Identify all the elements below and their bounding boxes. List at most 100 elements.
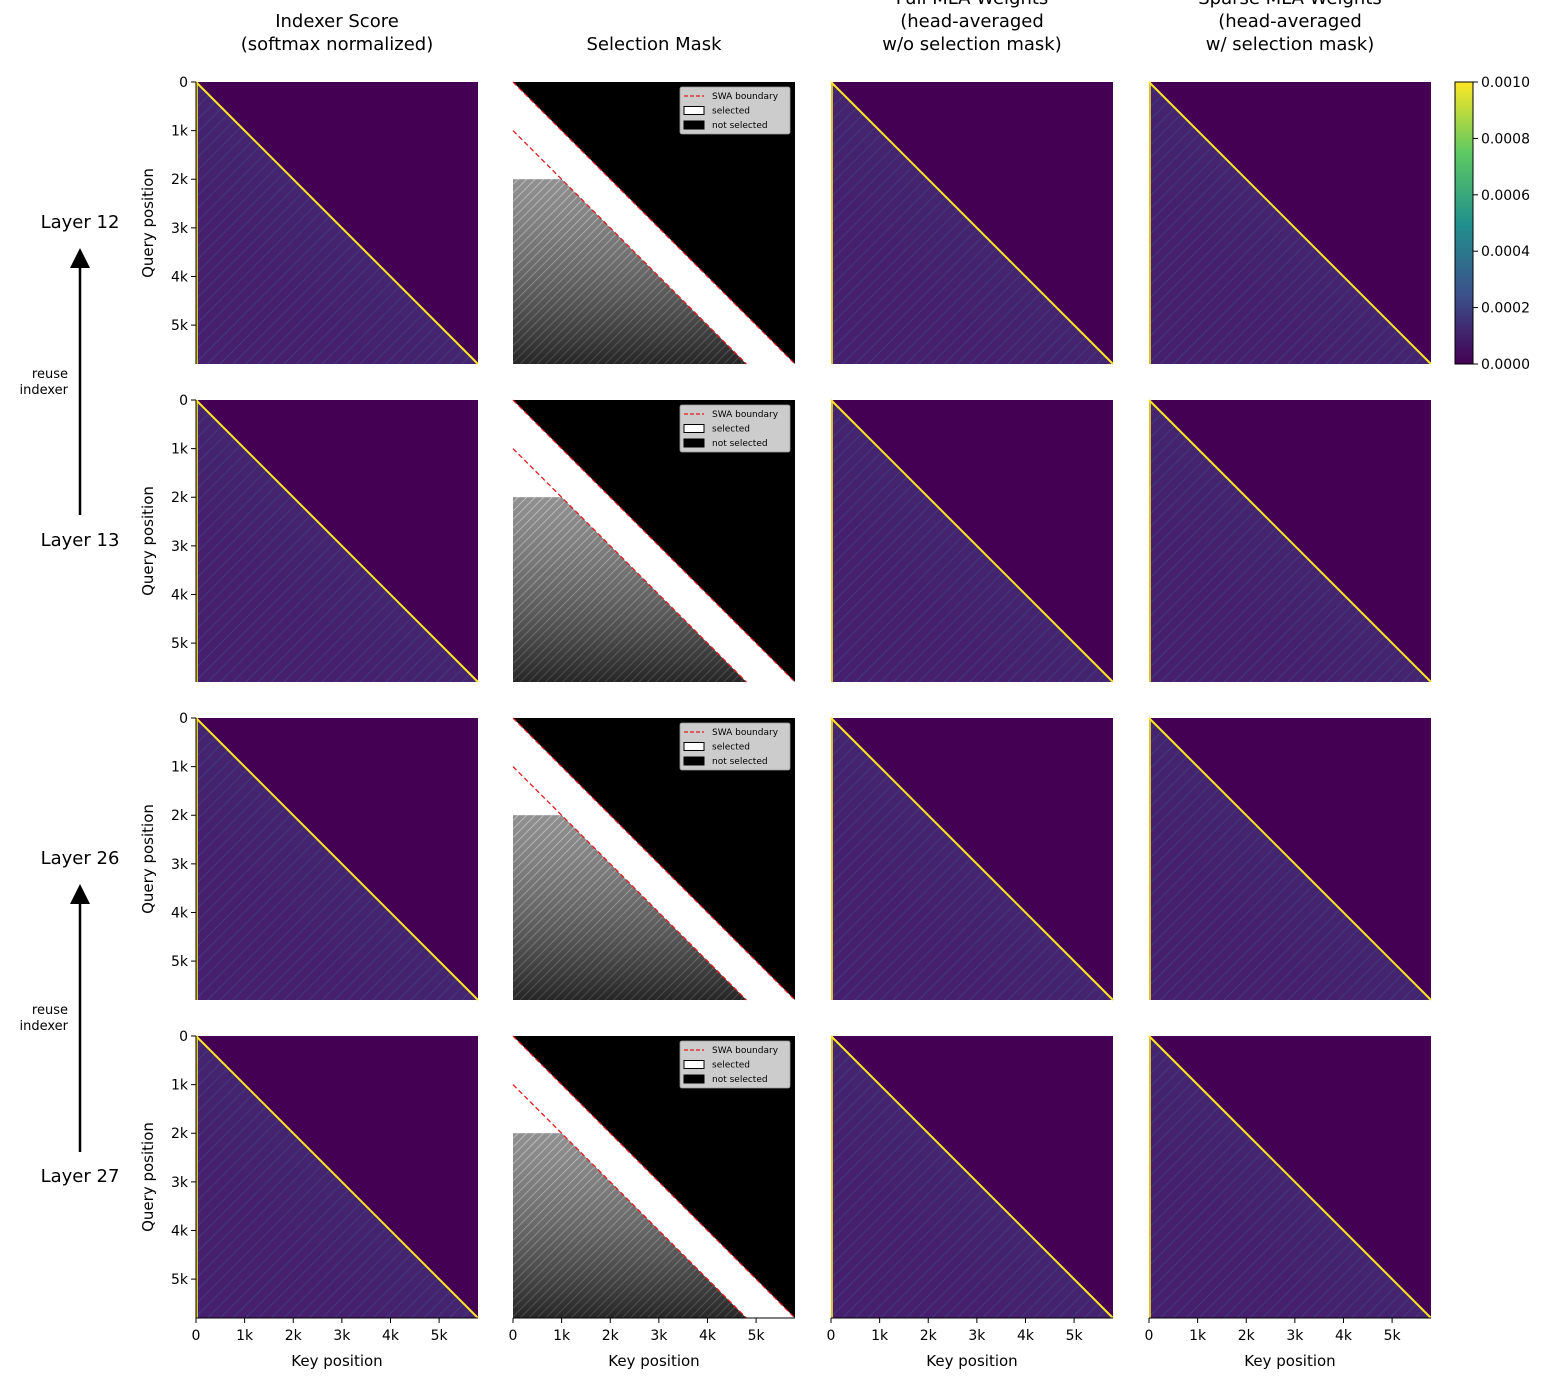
y-tick-label: 1k	[171, 1078, 189, 1094]
y-tick-label: 4k	[171, 905, 189, 921]
heatmap-diagonal	[195, 81, 479, 365]
y-axis-label: Query position	[139, 804, 157, 914]
panel: SWA boundary selected not selected	[512, 399, 796, 683]
x-tick-label: 2k	[1238, 1328, 1256, 1344]
x-axis-label: Key position	[291, 1352, 382, 1370]
column-title: Indexer Score (softmax normalized)	[241, 11, 433, 55]
x-axis-label: Key position	[608, 1352, 699, 1370]
colorbar-tick-label: 0.0008	[1481, 131, 1530, 147]
y-tick-label: 1k	[171, 760, 189, 776]
panel	[830, 717, 1114, 1001]
y-tick-label: 5k	[171, 318, 189, 334]
y-tick-label: 2k	[171, 1126, 189, 1142]
heatmap-diagonal	[830, 1035, 1114, 1319]
x-axis-label: Key position	[1244, 1352, 1335, 1370]
heatmap-diagonal	[1148, 81, 1432, 365]
heatmap-diagonal	[1148, 399, 1432, 683]
swa-boundary	[512, 1084, 747, 1319]
legend-swatch	[683, 106, 705, 115]
legend-swatch	[683, 756, 705, 766]
panel	[195, 81, 479, 365]
x-tick-label: 5k	[431, 1328, 449, 1344]
y-tick-label: 5k	[171, 636, 189, 652]
y-tick-label: 0	[179, 393, 188, 409]
x-tick-label: 1k	[871, 1328, 889, 1344]
column-title: Selection Mask	[586, 34, 722, 55]
x-tick-label: 1k	[236, 1328, 254, 1344]
heatmap-diagonal	[830, 399, 1114, 683]
y-tick-label: 4k	[171, 1223, 189, 1239]
x-tick-label: 0	[509, 1328, 518, 1344]
y-tick-label: 4k	[171, 587, 189, 603]
legend-swatch	[683, 1074, 705, 1084]
y-tick-label: 1k	[171, 442, 189, 458]
swa-boundary	[512, 130, 747, 365]
legend-box	[679, 1040, 791, 1089]
heatmap-diagonal	[195, 717, 479, 1001]
legend-label: SWA boundary	[712, 92, 779, 102]
x-tick-label: 2k	[920, 1328, 938, 1344]
legend-swatch	[683, 424, 705, 433]
x-tick-label: 3k	[1286, 1328, 1304, 1344]
y-tick-label: 3k	[171, 1175, 189, 1191]
colorbar	[1454, 81, 1474, 365]
x-axis-label: Key position	[926, 1352, 1017, 1370]
y-tick-label: 5k	[171, 1272, 189, 1288]
y-tick-label: 2k	[171, 490, 189, 506]
legend-swatch	[683, 438, 705, 448]
y-tick-label: 0	[179, 711, 188, 727]
y-tick-label: 2k	[171, 172, 189, 188]
row-label: Layer 26	[41, 848, 120, 869]
x-tick-label: 2k	[285, 1328, 303, 1344]
y-tick-label: 4k	[171, 269, 189, 285]
legend-label: not selected	[712, 439, 768, 449]
row-label: Layer 27	[41, 1166, 120, 1187]
legend: SWA boundary selected not selected	[679, 86, 791, 135]
y-tick-label: 3k	[171, 857, 189, 873]
swa-boundary	[512, 717, 796, 1001]
heatmap-diagonal	[1148, 1035, 1432, 1319]
panel	[830, 399, 1114, 683]
legend-label: not selected	[712, 757, 768, 767]
y-tick-label: 3k	[171, 539, 189, 555]
colorbar-tick-label: 0.0002	[1481, 301, 1530, 317]
mask-shade	[513, 179, 747, 364]
x-tick-label: 0	[1145, 1328, 1154, 1344]
panel: SWA boundary selected not selected	[512, 1035, 796, 1319]
legend: SWA boundary selected not selected	[679, 404, 791, 453]
legend-swatch	[683, 120, 705, 130]
y-tick-label: 1k	[171, 124, 189, 140]
x-tick-label: 1k	[1189, 1328, 1207, 1344]
x-tick-label: 5k	[1384, 1328, 1402, 1344]
heatmap-diagonal	[195, 399, 479, 683]
x-tick-label: 2k	[602, 1328, 620, 1344]
annotation: reuse indexer	[19, 1003, 68, 1034]
y-axis-label: Query position	[139, 486, 157, 596]
heatmap-diagonal	[830, 81, 1114, 365]
y-axis-label: Query position	[139, 1122, 157, 1232]
panel: SWA boundary selected not selected	[512, 81, 796, 365]
legend-label: SWA boundary	[712, 1046, 779, 1056]
swa-boundary	[512, 1035, 796, 1319]
x-tick-label: 3k	[333, 1328, 351, 1344]
heatmap-diagonal	[830, 717, 1114, 1001]
mask-shade	[513, 1133, 747, 1318]
colorbar-tick-label: 0.0004	[1481, 244, 1530, 260]
x-tick-label: 3k	[968, 1328, 986, 1344]
colorbar-tick-label: 0.0000	[1481, 357, 1530, 373]
x-tick-label: 4k	[699, 1328, 717, 1344]
y-tick-label: 2k	[171, 808, 189, 824]
swa-boundary	[512, 448, 747, 683]
legend-box	[679, 86, 791, 135]
row-label: Layer 12	[41, 212, 120, 233]
row-label: Layer 13	[41, 530, 120, 551]
swa-boundary	[512, 766, 747, 1001]
x-tick-label: 4k	[1335, 1328, 1353, 1344]
panel	[1148, 717, 1432, 1001]
colorbar-tick-label: 0.0010	[1481, 75, 1530, 91]
panel	[1148, 81, 1432, 365]
panel: SWA boundary selected not selected	[512, 717, 796, 1001]
legend-swatch	[683, 742, 705, 751]
